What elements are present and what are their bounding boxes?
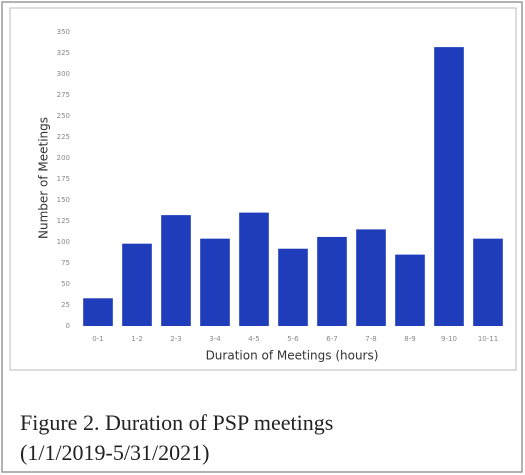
y-tick-label: 325 <box>57 49 70 57</box>
x-tick-label: 10-11 <box>478 335 498 343</box>
y-tick-label: 250 <box>57 112 70 120</box>
y-tick-label: 75 <box>61 259 70 267</box>
y-tick-label: 50 <box>61 280 70 288</box>
caption-line: Figure 2. Duration of PSP meetings <box>20 410 333 435</box>
bar <box>161 215 191 326</box>
caption-line: (1/1/2019-5/31/2021) <box>20 440 209 465</box>
bar <box>200 238 230 326</box>
x-tick-label: 9-10 <box>441 335 457 343</box>
y-tick-label: 175 <box>57 175 70 183</box>
bar <box>395 254 425 326</box>
x-tick-label: 3-4 <box>209 335 221 343</box>
x-axis-label: Duration of Meetings (hours) <box>206 349 379 363</box>
bar <box>434 47 464 327</box>
y-tick-label: 125 <box>57 217 70 225</box>
chart-border <box>9 7 517 371</box>
y-tick-label: 225 <box>57 133 70 141</box>
y-tick-label: 150 <box>57 196 70 204</box>
bar <box>83 298 113 326</box>
x-tick-label: 1-2 <box>131 335 142 343</box>
bar <box>278 248 308 326</box>
x-tick-label: 7-8 <box>365 335 376 343</box>
bar <box>317 236 347 326</box>
bar <box>239 212 269 326</box>
bar <box>473 238 503 326</box>
x-tick-label: 8-9 <box>404 335 415 343</box>
x-tick-label: 4-5 <box>248 335 259 343</box>
x-tick-label: 0-1 <box>92 335 103 343</box>
x-tick-label: 5-6 <box>287 335 299 343</box>
bar <box>356 229 386 326</box>
y-axis-label: Number of Meetings <box>37 117 51 239</box>
y-tick-label: 25 <box>61 301 70 309</box>
x-tick-label: 6-7 <box>326 335 337 343</box>
y-tick-label: 0 <box>66 322 70 330</box>
x-tick-label: 2-3 <box>170 335 181 343</box>
y-tick-label: 350 <box>57 28 70 36</box>
y-tick-label: 275 <box>57 91 70 99</box>
y-tick-label: 100 <box>57 238 70 246</box>
y-tick-label: 300 <box>57 70 70 78</box>
bar <box>122 243 152 326</box>
y-tick-label: 200 <box>57 154 70 162</box>
